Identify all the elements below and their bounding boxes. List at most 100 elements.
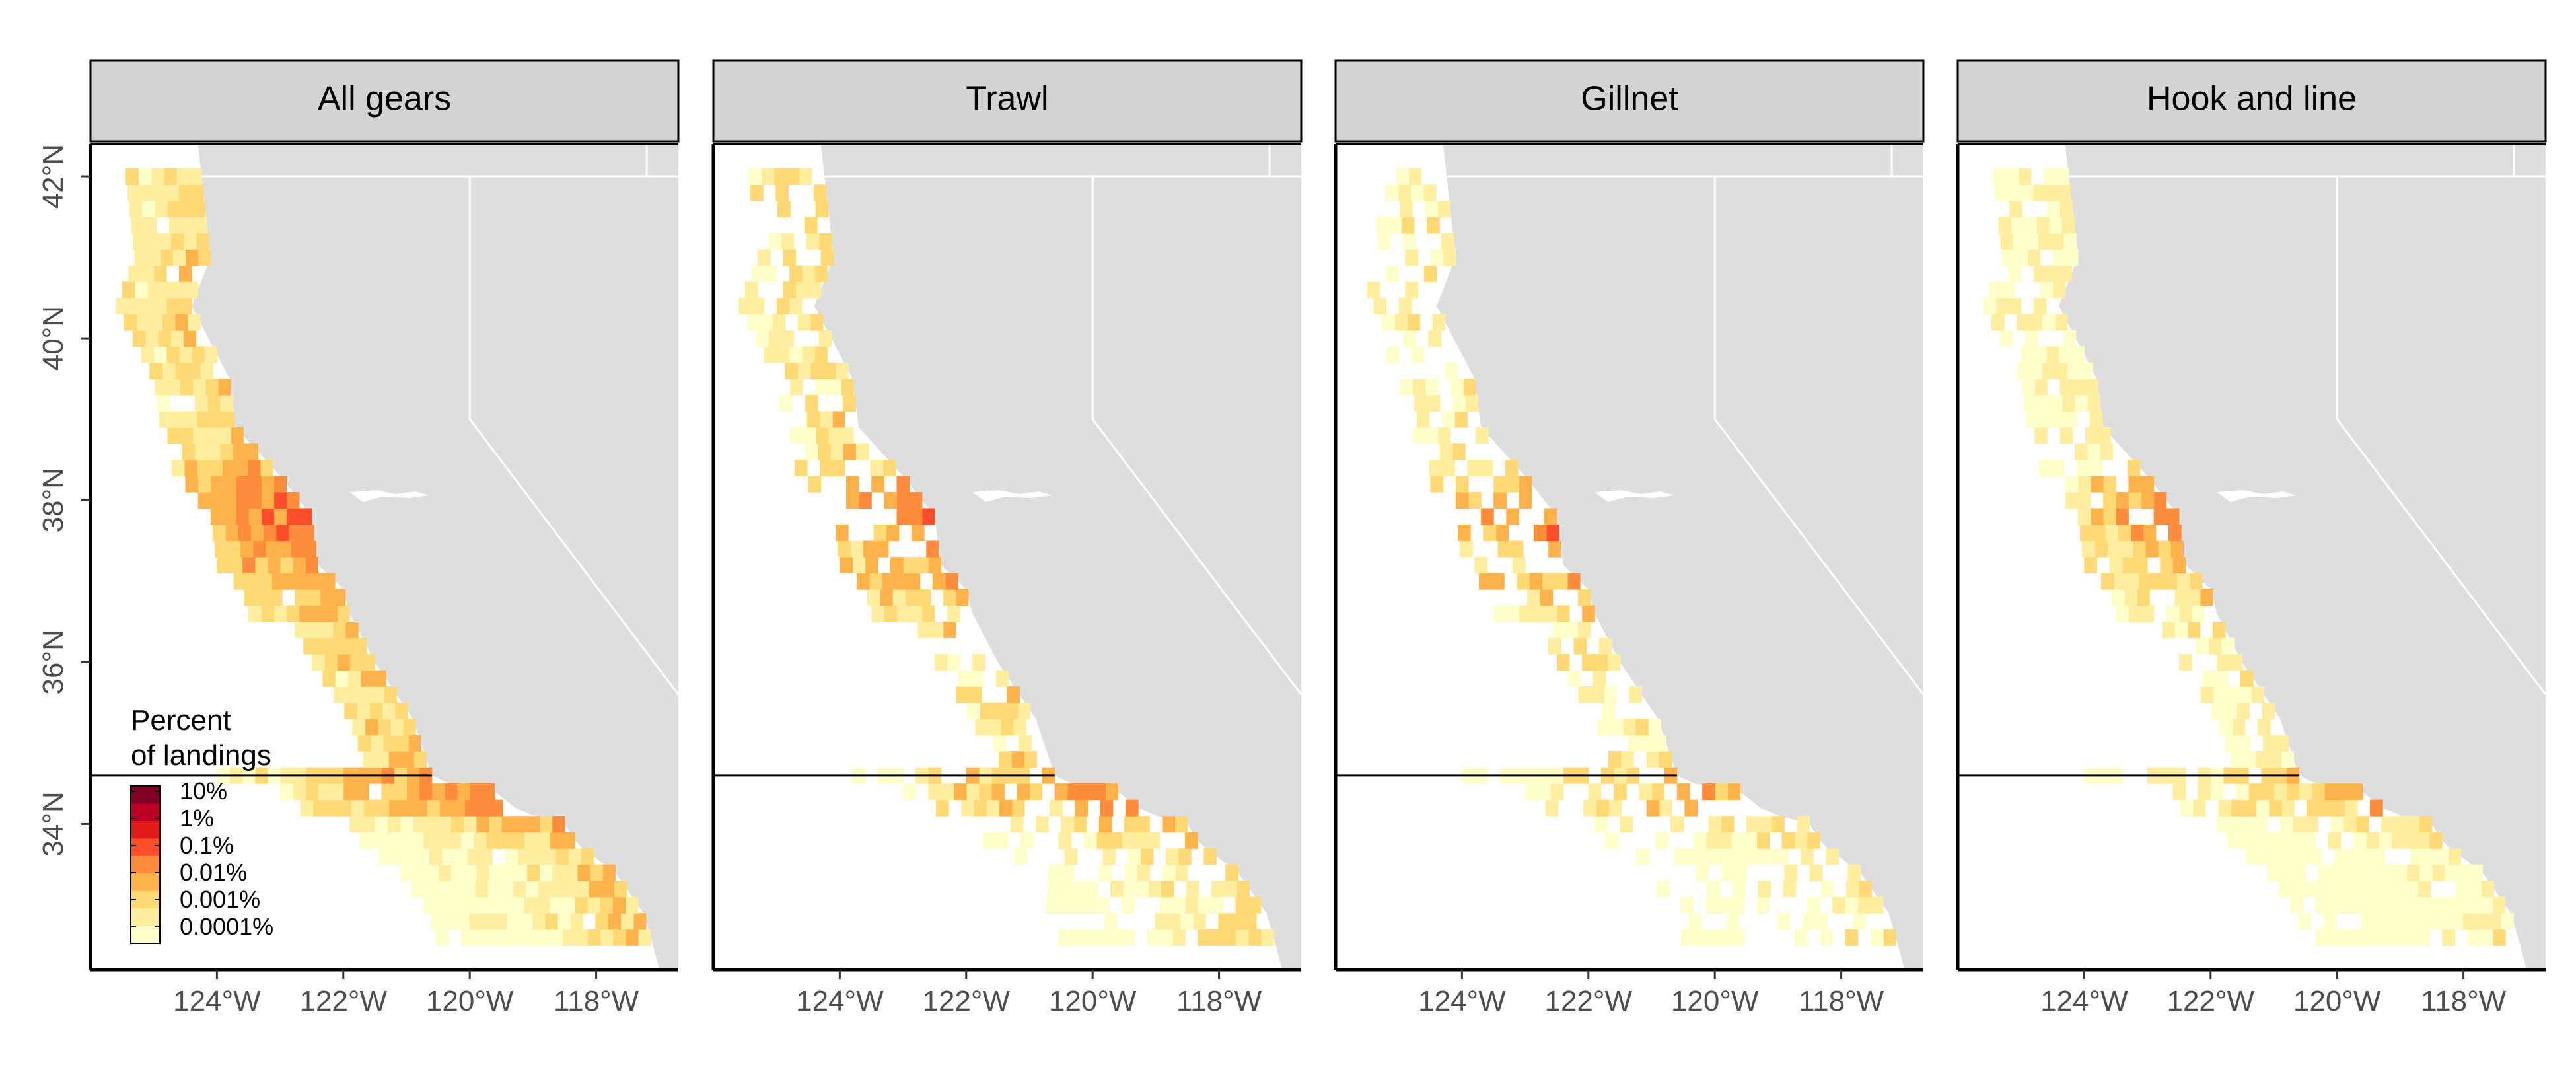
landing-cell	[1659, 799, 1672, 817]
landing-cell	[838, 540, 851, 558]
landing-cell	[1853, 913, 1867, 930]
legend-colorbar	[130, 785, 161, 944]
legend-label: 10%	[180, 778, 227, 805]
landing-cell	[1546, 525, 1559, 542]
landing-cell	[773, 168, 787, 185]
landing-cell	[1999, 330, 2013, 347]
legend-color-step	[131, 908, 160, 927]
x-tick-label: 124°W	[1418, 985, 1506, 1017]
landing-cell	[1162, 816, 1176, 833]
landing-cell	[2334, 848, 2347, 865]
landing-cell	[137, 314, 150, 331]
landing-cell	[2425, 913, 2438, 930]
landing-cell	[1610, 719, 1624, 736]
landing-cell	[1443, 249, 1456, 266]
landing-cell	[511, 929, 525, 946]
landing-cell	[2237, 735, 2251, 752]
landing-cell	[1567, 573, 1581, 590]
landing-cell	[182, 443, 196, 460]
landing-cell	[884, 492, 898, 509]
landing-cell	[280, 557, 293, 574]
landing-cell	[467, 848, 480, 865]
landing-cell	[538, 881, 552, 898]
landing-cell	[303, 540, 316, 558]
landing-cell	[1635, 719, 1649, 736]
landing-cell	[2094, 540, 2108, 558]
landing-cell	[2166, 605, 2180, 622]
landing-cell	[1527, 589, 1540, 606]
landing-cell	[1846, 881, 1859, 898]
landing-cell	[978, 783, 992, 801]
landing-cell	[1674, 848, 1688, 865]
landing-cell	[577, 864, 590, 881]
landing-cell	[2417, 929, 2430, 946]
landing-cell	[476, 816, 489, 833]
landing-cell	[403, 719, 416, 736]
landing-cell	[941, 783, 954, 801]
landing-cell	[2359, 848, 2373, 865]
landing-cell	[1430, 476, 1444, 493]
landing-cell	[2231, 799, 2244, 817]
landing-cell	[1651, 783, 1665, 801]
landing-cell	[2059, 346, 2072, 363]
landing-cell	[1224, 881, 1237, 898]
landing-cell	[277, 540, 291, 558]
y-tick-label: 38°N	[37, 468, 69, 532]
landing-cell	[359, 832, 373, 849]
landing-cell	[921, 508, 935, 525]
landing-cell	[1771, 816, 1785, 833]
landing-cell	[145, 233, 159, 250]
landing-cell	[2467, 896, 2480, 914]
landing-cell	[1102, 848, 1116, 865]
landing-cell	[1598, 637, 1612, 655]
landing-cell	[170, 233, 184, 250]
landing-cell	[2036, 394, 2050, 412]
landing-cell	[2005, 168, 2019, 185]
landing-cell	[2229, 654, 2243, 671]
landing-cell	[2153, 492, 2167, 509]
landing-cell	[1993, 168, 2006, 185]
landing-cell	[1463, 379, 1476, 396]
landing-cell	[2290, 832, 2304, 849]
landing-cell	[1629, 686, 1642, 704]
panel-strip	[89, 59, 680, 143]
landing-cell	[2025, 233, 2039, 250]
landing-cell	[2480, 896, 2493, 914]
landing-cell	[530, 848, 544, 865]
landing-cell	[1548, 637, 1561, 655]
landing-cell	[1493, 476, 1507, 493]
landing-cell	[373, 670, 386, 687]
landing-cell	[1989, 281, 2003, 299]
landing-cell	[1620, 816, 1633, 833]
landing-cell	[500, 881, 513, 898]
landing-cell	[2087, 394, 2100, 412]
landing-cell	[807, 411, 820, 428]
landing-cell	[223, 476, 236, 493]
landing-cell	[1198, 896, 1211, 914]
landing-cell	[2091, 508, 2104, 525]
landing-cell	[2172, 557, 2186, 574]
landing-cell	[2077, 459, 2090, 476]
landing-cell	[1622, 719, 1636, 736]
landing-cell	[355, 783, 369, 801]
landing-cell	[168, 217, 182, 234]
landing-cell	[307, 589, 321, 606]
landing-cell	[943, 589, 956, 606]
landing-cell	[1538, 783, 1551, 801]
landing-cell	[1159, 929, 1173, 946]
landing-cell	[166, 297, 180, 314]
landing-cell	[750, 184, 764, 201]
landing-cell	[1544, 605, 1557, 622]
landing-cell	[2248, 783, 2262, 801]
state-border	[468, 176, 680, 696]
landing-cell	[947, 605, 960, 622]
landing-cell	[1058, 832, 1072, 849]
landing-cell	[1706, 929, 1719, 946]
landing-cell	[2180, 799, 2194, 817]
landing-cell	[194, 443, 208, 460]
landing-cell	[1408, 168, 1422, 185]
landing-cell	[382, 702, 396, 719]
landing-cell	[341, 637, 355, 655]
landing-cell	[2072, 379, 2086, 396]
landing-cell	[2151, 573, 2165, 590]
